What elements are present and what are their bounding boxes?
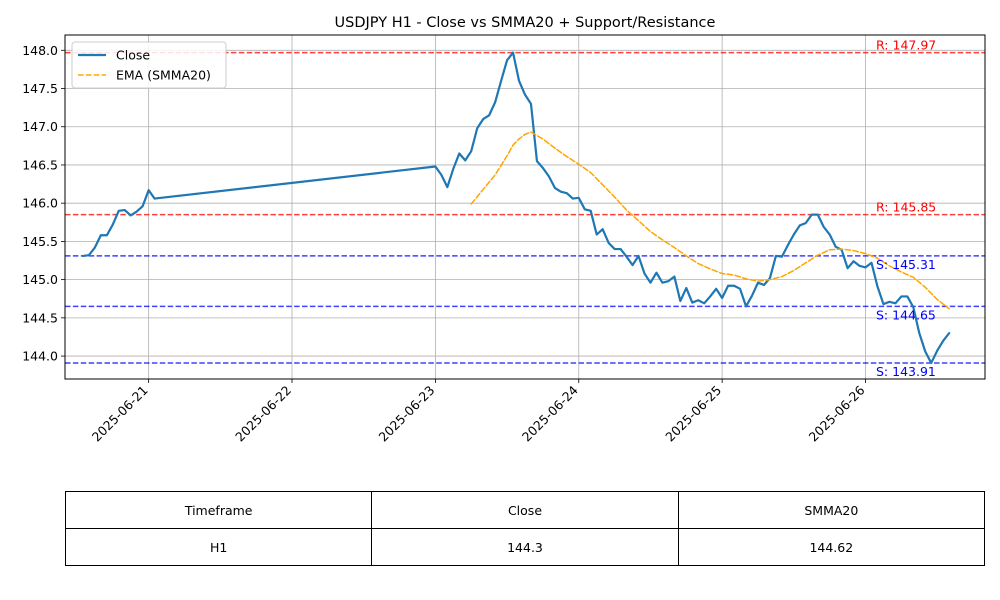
y-tick-label: 145.0 bbox=[22, 272, 58, 287]
support-level-label: S: 145.31 bbox=[876, 257, 936, 272]
plot-frame bbox=[64, 34, 986, 380]
y-tick-label: 148.0 bbox=[22, 43, 58, 58]
legend-close-label: Close bbox=[116, 48, 150, 63]
y-axis: 144.0 144.5 145.0 145.5 146.0 146.5 147.0 147.5… bbox=[22, 43, 65, 364]
series-smma20-line bbox=[470, 131, 950, 310]
legend-smma-label: EMA (SMMA20) bbox=[116, 68, 211, 83]
x-tick-label: 2025-06-21 bbox=[89, 383, 151, 445]
table-header-close: Close bbox=[371, 491, 679, 529]
y-tick-label: 147.0 bbox=[22, 119, 58, 134]
table-header-timeframe: Timeframe bbox=[64, 491, 373, 529]
x-tick-label: 2025-06-24 bbox=[519, 382, 581, 444]
y-tick-label: 146.0 bbox=[22, 196, 58, 211]
table-cell-smma20: 144.62 bbox=[677, 528, 986, 566]
chart: USDJPY H1 - Close vs SMMA20 + Support/Re… bbox=[22, 15, 986, 444]
x-tick-label: 2025-06-23 bbox=[376, 383, 438, 445]
level-labels: R: 147.97 R: 145.85 S: 145.31 S: 144.65 S: 1… bbox=[876, 38, 936, 379]
x-tick-label: 2025-06-22 bbox=[232, 383, 294, 445]
table-cell-timeframe: H1 bbox=[64, 528, 373, 566]
summary-table: Timeframe Close SMMA20 H1 144.3 144.62 bbox=[64, 491, 986, 566]
table-header-row: Timeframe Close SMMA20 bbox=[64, 491, 986, 529]
table-row: H1 144.3 144.62 bbox=[64, 528, 986, 566]
resistance-level-label: R: 147.97 bbox=[876, 38, 936, 53]
resistance-level-label: R: 145.85 bbox=[876, 200, 936, 215]
x-tick-label: 2025-06-26 bbox=[806, 382, 868, 444]
y-tick-label: 145.5 bbox=[22, 234, 58, 249]
y-tick-label: 147.5 bbox=[22, 81, 58, 96]
support-level-label: S: 144.65 bbox=[876, 307, 936, 322]
x-tick-label: 2025-06-25 bbox=[662, 383, 724, 445]
series bbox=[81, 51, 951, 365]
legend: Close EMA (SMMA20) bbox=[71, 41, 227, 89]
y-tick-label: 144.0 bbox=[22, 349, 58, 364]
table-cell-close: 144.3 bbox=[371, 528, 679, 566]
table-header-smma20: SMMA20 bbox=[677, 491, 986, 529]
y-tick-label: 144.5 bbox=[22, 310, 58, 325]
y-tick-label: 146.5 bbox=[22, 157, 58, 172]
chart-title: USDJPY H1 - Close vs SMMA20 + Support/Re… bbox=[335, 15, 716, 31]
series-close-line bbox=[81, 51, 951, 365]
legend-box bbox=[71, 41, 227, 89]
x-axis: 2025-06-21 2025-06-22 2025-06-23 2025-06-24… bbox=[89, 379, 868, 444]
support-level-label: S: 143.91 bbox=[876, 364, 936, 379]
